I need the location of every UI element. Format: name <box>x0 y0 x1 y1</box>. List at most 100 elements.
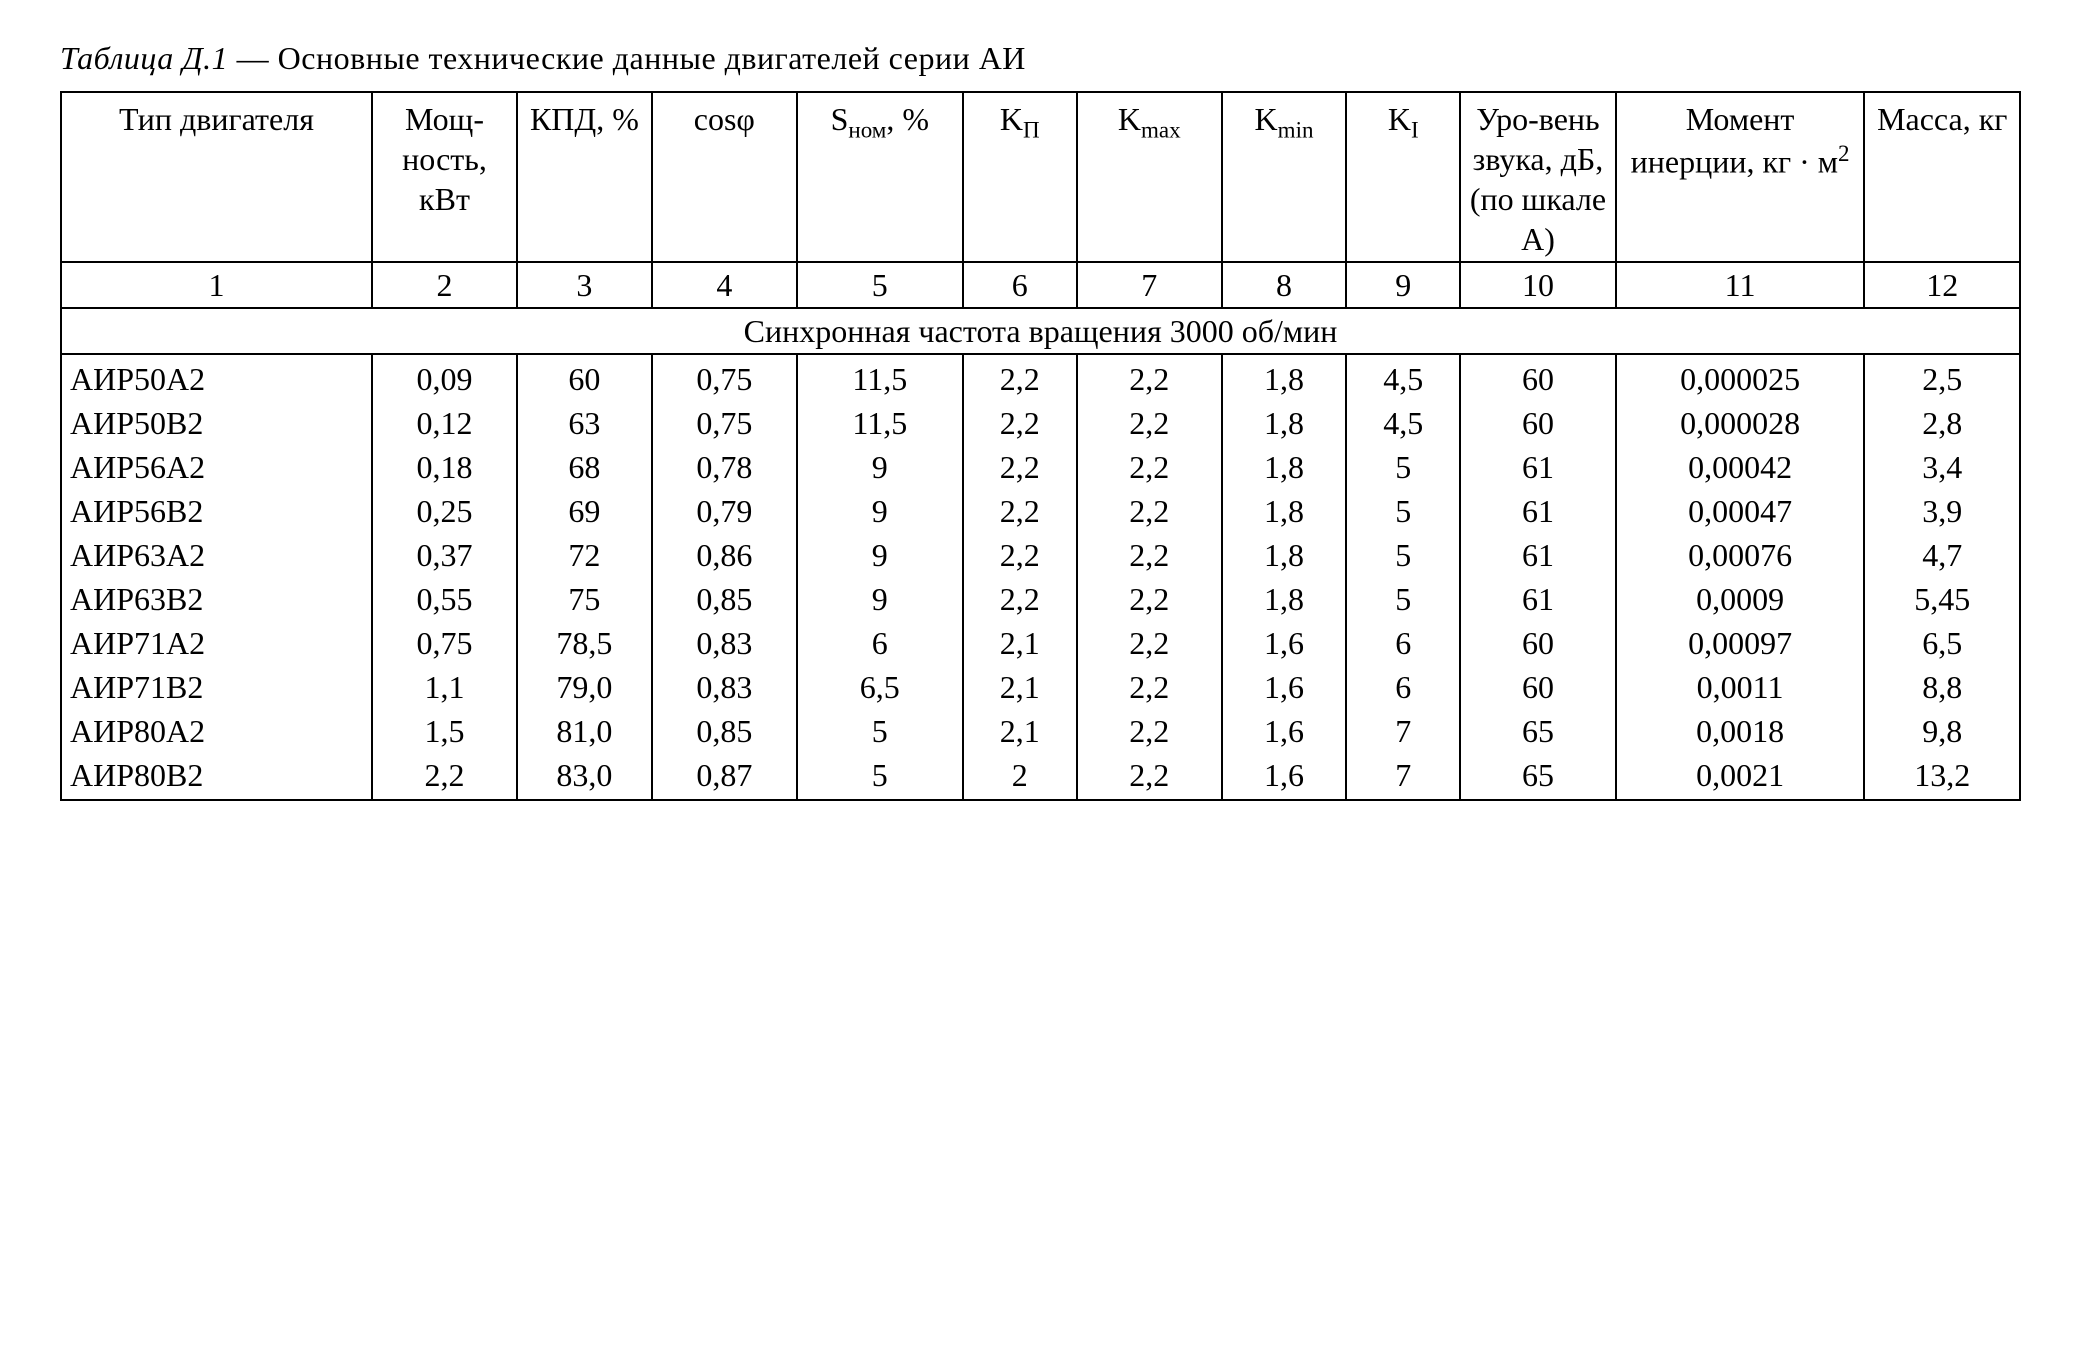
cell-value: 0,18 <box>372 445 517 489</box>
cell-value: 11,5 <box>797 354 963 401</box>
col-num: 12 <box>1864 262 2020 308</box>
cell-value: 6,5 <box>797 665 963 709</box>
cell-value: 1,1 <box>372 665 517 709</box>
cell-value: 5 <box>1346 445 1460 489</box>
cell-value: 61 <box>1460 445 1615 489</box>
motor-table: Тип двигателя Мощ-ность, кВт КПД, % cosφ… <box>60 91 2021 801</box>
col-num: 11 <box>1616 262 1865 308</box>
table-row: АИР71В21,179,00,836,52,12,21,66600,00118… <box>61 665 2020 709</box>
cell-value: 2,2 <box>1077 354 1222 401</box>
cell-motor-type: АИР80А2 <box>61 709 372 753</box>
table-row: АИР63В20,55750,8592,22,21,85610,00095,45 <box>61 577 2020 621</box>
cell-value: 2,5 <box>1864 354 2020 401</box>
col-num: 4 <box>652 262 797 308</box>
cell-value: 6 <box>1346 665 1460 709</box>
cell-motor-type: АИР50А2 <box>61 354 372 401</box>
cell-value: 5,45 <box>1864 577 2020 621</box>
cell-value: 5 <box>1346 489 1460 533</box>
col-header-kp: KП <box>963 92 1077 262</box>
cell-value: 1,8 <box>1222 533 1346 577</box>
cell-value: 60 <box>1460 665 1615 709</box>
cell-value: 2,2 <box>1077 665 1222 709</box>
cell-value: 60 <box>1460 621 1615 665</box>
cell-value: 4,7 <box>1864 533 2020 577</box>
col-num: 9 <box>1346 262 1460 308</box>
cell-value: 1,8 <box>1222 401 1346 445</box>
cell-value: 2,8 <box>1864 401 2020 445</box>
cell-value: 5 <box>1346 577 1460 621</box>
cell-value: 6 <box>797 621 963 665</box>
cell-value: 1,6 <box>1222 753 1346 800</box>
cell-value: 69 <box>517 489 652 533</box>
cell-value: 11,5 <box>797 401 963 445</box>
col-header-cosphi: cosφ <box>652 92 797 262</box>
table-row: АИР80В22,283,00,87522,21,67650,002113,2 <box>61 753 2020 800</box>
cell-value: 60 <box>517 354 652 401</box>
cell-value: 7 <box>1346 709 1460 753</box>
cell-value: 61 <box>1460 533 1615 577</box>
cell-value: 6 <box>1346 621 1460 665</box>
col-num: 3 <box>517 262 652 308</box>
cell-value: 1,6 <box>1222 709 1346 753</box>
cell-value: 0,00047 <box>1616 489 1865 533</box>
cell-value: 8,8 <box>1864 665 2020 709</box>
cell-motor-type: АИР63В2 <box>61 577 372 621</box>
cell-value: 0,000028 <box>1616 401 1865 445</box>
cell-value: 4,5 <box>1346 401 1460 445</box>
cell-value: 0,85 <box>652 709 797 753</box>
cell-value: 2,2 <box>963 489 1077 533</box>
cell-value: 81,0 <box>517 709 652 753</box>
cell-motor-type: АИР63А2 <box>61 533 372 577</box>
col-num: 6 <box>963 262 1077 308</box>
table-row: АИР63А20,37720,8692,22,21,85610,000764,7 <box>61 533 2020 577</box>
col-number-row: 1 2 3 4 5 6 7 8 9 10 11 12 <box>61 262 2020 308</box>
cell-value: 1,8 <box>1222 489 1346 533</box>
col-header-mass: Масса, кг <box>1864 92 2020 262</box>
cell-value: 0,0021 <box>1616 753 1865 800</box>
cell-value: 3,4 <box>1864 445 2020 489</box>
cell-value: 2,2 <box>1077 709 1222 753</box>
cell-value: 2,2 <box>1077 533 1222 577</box>
cell-value: 5 <box>1346 533 1460 577</box>
cell-value: 5 <box>797 709 963 753</box>
col-num: 10 <box>1460 262 1615 308</box>
cell-value: 2,2 <box>963 445 1077 489</box>
cell-value: 75 <box>517 577 652 621</box>
cell-value: 0,00076 <box>1616 533 1865 577</box>
cell-value: 3,9 <box>1864 489 2020 533</box>
cell-value: 2,2 <box>372 753 517 800</box>
cell-value: 0,0011 <box>1616 665 1865 709</box>
cell-value: 9 <box>797 489 963 533</box>
cell-value: 2,2 <box>963 533 1077 577</box>
cell-value: 0,75 <box>652 354 797 401</box>
table-row: АИР50В20,12630,7511,52,22,21,84,5600,000… <box>61 401 2020 445</box>
cell-value: 9,8 <box>1864 709 2020 753</box>
cell-value: 0,79 <box>652 489 797 533</box>
cell-value: 1,8 <box>1222 577 1346 621</box>
cell-value: 13,2 <box>1864 753 2020 800</box>
col-header-snom: Sном, % <box>797 92 963 262</box>
cell-value: 2,2 <box>1077 621 1222 665</box>
table-row: АИР56А20,18680,7892,22,21,85610,000423,4 <box>61 445 2020 489</box>
cell-value: 0,86 <box>652 533 797 577</box>
cell-value: 2,2 <box>1077 489 1222 533</box>
table-caption: Таблица Д.1 — Основные технические данны… <box>60 40 2021 77</box>
cell-motor-type: АИР71А2 <box>61 621 372 665</box>
col-header-kmax: Kmax <box>1077 92 1222 262</box>
cell-value: 2,2 <box>1077 445 1222 489</box>
cell-value: 63 <box>517 401 652 445</box>
cell-value: 0,55 <box>372 577 517 621</box>
cell-value: 0,0018 <box>1616 709 1865 753</box>
col-num: 1 <box>61 262 372 308</box>
col-header-type: Тип двигателя <box>61 92 372 262</box>
cell-value: 1,8 <box>1222 354 1346 401</box>
cell-motor-type: АИР56А2 <box>61 445 372 489</box>
col-header-ki: KI <box>1346 92 1460 262</box>
col-header-sound: Уро-вень звука, дБ, (по шкале А) <box>1460 92 1615 262</box>
table-row: АИР71А20,7578,50,8362,12,21,66600,000976… <box>61 621 2020 665</box>
cell-value: 72 <box>517 533 652 577</box>
cell-value: 0,85 <box>652 577 797 621</box>
cell-value: 0,83 <box>652 621 797 665</box>
cell-value: 0,00097 <box>1616 621 1865 665</box>
cell-motor-type: АИР71В2 <box>61 665 372 709</box>
